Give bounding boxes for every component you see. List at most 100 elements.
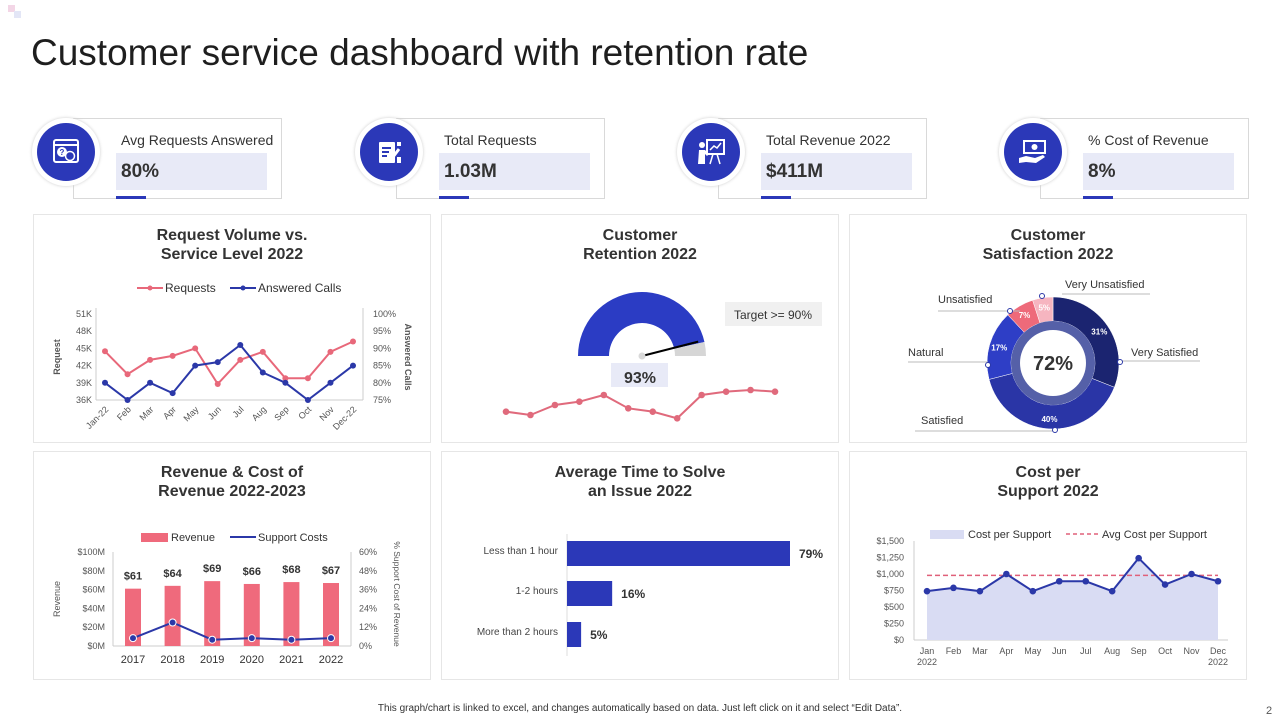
y-tick-label: 36K — [76, 395, 92, 405]
title-line: Request Volume vs. — [156, 227, 308, 244]
legend-marker — [147, 285, 153, 291]
category-label: Very Unsatisfied — [1065, 279, 1144, 291]
y-tick-label: 45K — [76, 343, 92, 353]
support-costs-line — [132, 621, 332, 641]
revenue-bar — [243, 583, 260, 646]
x-tick-label: 2017 — [121, 654, 145, 666]
panel-request-volume: Request Volume vs. Service Level 2022 36K… — [33, 214, 431, 443]
x-tick-label: Aug — [1104, 646, 1120, 656]
trend-point — [673, 415, 681, 422]
legend-label: Requests — [165, 281, 216, 295]
trend-point — [576, 398, 583, 405]
data-point — [950, 584, 957, 592]
data-point — [304, 397, 311, 403]
series-line-requests — [104, 340, 354, 386]
kpi-value: 1.03M — [439, 153, 590, 190]
y2-axis-label: % Support Cost of Revenue — [392, 541, 402, 647]
retention-gauge-chart[interactable]: 93% Target >= 90% — [442, 215, 840, 444]
y2-tick-label: 80% — [373, 378, 391, 388]
y2-tick-label: 90% — [373, 343, 391, 353]
x-tick-label: 2019 — [200, 654, 224, 666]
x-tick-label: Oct — [1158, 646, 1173, 656]
revenue-chart[interactable]: $0M $20M $40M $60M $80M $100M 0% 12% 24% 36% 48% 60… — [34, 452, 432, 681]
slice-value-label: 17% — [991, 343, 1007, 352]
trend-point — [527, 411, 534, 419]
y2-tick-label: 24% — [359, 603, 377, 613]
bar-value-label: $66 — [243, 566, 261, 578]
data-point — [247, 634, 256, 643]
x-tick-label: Aug — [250, 404, 268, 422]
x-tick-label: 2022 — [319, 654, 343, 666]
data-point — [1214, 577, 1222, 585]
question-chat-window-icon: ? — [37, 123, 95, 181]
kpi-card-total-requests: Total Requests 1.03M — [355, 118, 605, 199]
data-point — [1108, 587, 1116, 595]
y-tick-label: $250 — [884, 619, 904, 629]
kpi-label: % Cost of Revenue — [1088, 132, 1209, 148]
series-line-answered-calls — [104, 343, 354, 402]
y-tick-label: 48K — [76, 326, 92, 336]
legend-label: Answered Calls — [258, 281, 341, 295]
donut-center — [1020, 330, 1086, 396]
gauge-needle — [641, 340, 699, 357]
bar-value-label: $67 — [322, 565, 340, 577]
gauge-value-arc — [578, 291, 705, 356]
data-point — [1135, 554, 1142, 562]
legend-label: Avg Cost per Support — [1102, 529, 1207, 541]
x-tick-label: Feb — [115, 404, 133, 422]
clipboard-edit-icon — [360, 123, 418, 181]
decor-square — [14, 11, 21, 18]
retention-trend-line — [505, 388, 776, 420]
x-tick-label: Jan — [920, 646, 935, 656]
y-tick-label: 39K — [76, 378, 92, 388]
donut-center-label: 72% — [1033, 353, 1073, 375]
x-tick-sublabel: 2022 — [1208, 657, 1228, 667]
page-title: Customer service dashboard with retentio… — [31, 32, 809, 73]
data-point — [287, 635, 296, 644]
x-tick-label: Jul — [1080, 646, 1092, 656]
time-to-solve-chart[interactable]: Less than 1 hour 79% 1-2 hours 16% More than… — [442, 452, 840, 681]
slice-value-label: 40% — [1041, 415, 1057, 424]
legend-marker — [240, 285, 246, 291]
data-point — [147, 356, 154, 363]
data-point — [282, 375, 289, 382]
y2-tick-label: 75% — [373, 395, 391, 405]
y2-tick-label: 12% — [359, 622, 377, 632]
target-label: Target >= 90% — [734, 308, 812, 322]
data-point — [259, 369, 266, 376]
panel-retention: Customer Retention 2022 93% Target >= 90% — [441, 214, 839, 443]
data-point — [1029, 587, 1037, 595]
cost-per-support-chart[interactable]: $0 $250 $500 $750 $1,000 $1,250 $1,500 Cost per… — [850, 452, 1248, 681]
request-volume-chart[interactable]: 36K39K42K45K48K51K75%80%85%90%95%100%Req… — [34, 215, 432, 444]
data-point — [102, 348, 108, 355]
bar — [567, 581, 613, 606]
satisfaction-donut-chart[interactable]: 31% 40% 17% 7% 5% 72% Very Satisfied Satisfied N… — [850, 215, 1248, 444]
x-tick-label: Mar — [137, 404, 155, 422]
x-tick-label: Dec-22 — [331, 404, 359, 432]
data-point — [102, 379, 108, 386]
legend-label: Revenue — [171, 532, 215, 544]
x-tick-label: 2018 — [160, 654, 184, 666]
revenue-bar — [204, 581, 221, 646]
data-point — [1055, 577, 1063, 585]
category-label: Unsatisfied — [938, 294, 992, 306]
category-label: More than 2 hours — [477, 627, 558, 638]
x-tick-label: Dec — [1210, 646, 1227, 656]
y-tick-label: $500 — [884, 602, 904, 612]
data-point — [129, 634, 137, 643]
panel-title: Revenue & Cost of Revenue 2022-2023 — [34, 463, 430, 501]
trend-point — [722, 388, 730, 395]
gauge-remaining-arc — [674, 342, 706, 356]
kpi-value: 8% — [1083, 153, 1234, 190]
data-point — [327, 634, 335, 643]
bar-value-label: $61 — [124, 571, 142, 583]
panel-cost-support: Cost per Support 2022 $0 $250 $500 $750 $1,00… — [849, 451, 1247, 680]
data-point — [192, 362, 199, 369]
y-tick-label: $60M — [82, 585, 105, 595]
kpi-accent-bar — [116, 196, 146, 199]
y2-tick-label: 0% — [359, 641, 372, 651]
revenue-bar — [164, 585, 181, 646]
data-point — [327, 348, 334, 355]
slice-value-label: 5% — [1038, 304, 1050, 313]
panel-title: Customer Retention 2022 — [442, 226, 838, 264]
